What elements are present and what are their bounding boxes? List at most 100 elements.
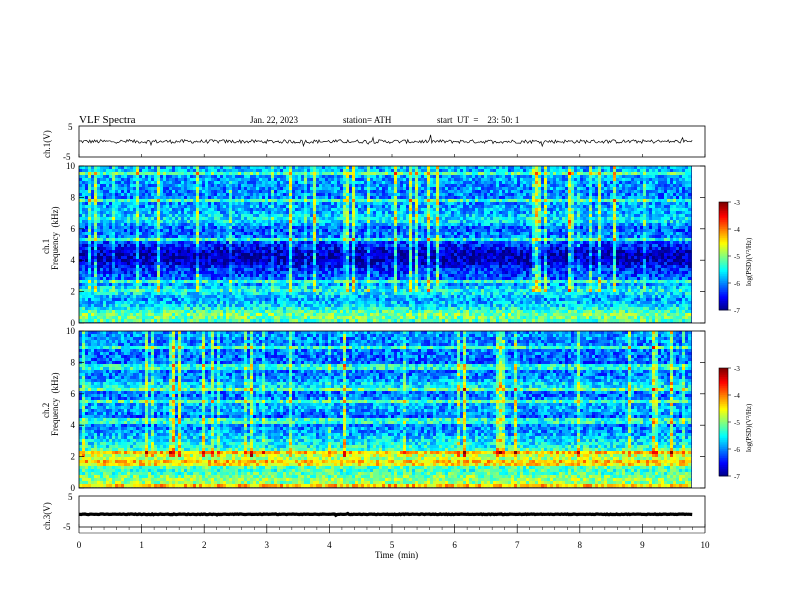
spectrogram-cell	[463, 196, 466, 199]
spectrogram-cell	[355, 226, 358, 229]
spectrogram-cell	[241, 223, 244, 226]
spectrogram-cell	[424, 199, 427, 202]
spectrogram-cell	[451, 166, 454, 169]
spectrogram-cell	[487, 199, 490, 202]
spectrogram-cell	[304, 217, 307, 220]
spectrogram-cell	[418, 199, 421, 202]
spectrogram-cell	[259, 220, 262, 223]
spectrogram-cell	[586, 208, 589, 211]
spectrogram-cell	[589, 226, 592, 229]
spectrogram-cell	[349, 193, 352, 196]
spectrogram-cell	[418, 196, 421, 199]
spectrogram-cell	[397, 232, 400, 235]
spectrogram-cell	[370, 193, 373, 196]
spectrogram-cell	[322, 208, 325, 211]
spectrogram-cell	[178, 235, 181, 238]
spectrogram-cell	[337, 169, 340, 172]
spectrogram-cell	[106, 226, 109, 229]
spectrogram-cell	[640, 178, 643, 181]
spectrogram-cell	[577, 178, 580, 181]
spectrogram-cell	[577, 229, 580, 232]
spectrogram-cell	[664, 202, 667, 205]
spectrogram-cell	[289, 166, 292, 169]
spectrogram-cell	[445, 223, 448, 226]
spectrogram-cell	[313, 229, 316, 232]
spectrogram-cell	[313, 169, 316, 172]
spectrogram-cell	[688, 235, 691, 238]
spectrogram-cell	[559, 220, 562, 223]
spectrogram-cell	[619, 187, 622, 190]
spectrogram-cell	[586, 223, 589, 226]
spectrogram-cell	[343, 199, 346, 202]
spectrogram-cell	[415, 223, 418, 226]
spectrogram-cell	[535, 166, 538, 169]
spectrogram-cell	[241, 235, 244, 238]
spectrogram-cell	[433, 208, 436, 211]
spectrogram-cell	[415, 181, 418, 184]
spectrogram-cell	[472, 202, 475, 205]
spectrogram-cell	[505, 229, 508, 232]
spectrogram-cell	[487, 226, 490, 229]
spectrogram-cell	[544, 172, 547, 175]
spectrogram-cell	[454, 223, 457, 226]
spectrogram-cell	[178, 214, 181, 217]
spectrogram-cell	[514, 187, 517, 190]
spectrogram-cell	[526, 184, 529, 187]
spectrogram-cell	[463, 220, 466, 223]
spectrogram-cell	[409, 184, 412, 187]
spectrogram-cell	[346, 235, 349, 238]
spectrogram-cell	[124, 217, 127, 220]
spectrogram-cell	[331, 187, 334, 190]
spectrogram-cell	[442, 205, 445, 208]
spectrogram-cell	[397, 172, 400, 175]
spectrogram-cell	[541, 220, 544, 223]
spectrogram-cell	[430, 187, 433, 190]
spectrogram-cell	[85, 202, 88, 205]
spectrogram-cell	[235, 187, 238, 190]
spectrogram-cell	[544, 214, 547, 217]
spectrogram-cell	[283, 235, 286, 238]
spectrogram-cell	[184, 217, 187, 220]
spectrogram-cell	[376, 208, 379, 211]
spectrogram-cell	[553, 229, 556, 232]
spectrogram-cell	[175, 172, 178, 175]
spectrogram-cell	[205, 232, 208, 235]
spectrogram-cell	[661, 193, 664, 196]
spectrogram-cell	[688, 220, 691, 223]
spectrogram-cell	[676, 232, 679, 235]
spectrogram-cell	[457, 178, 460, 181]
spectrogram-cell	[142, 205, 145, 208]
spectrogram-cell	[127, 214, 130, 217]
spectrogram-cell	[676, 205, 679, 208]
spectrogram-cell	[409, 214, 412, 217]
spectrogram-cell	[307, 217, 310, 220]
spectrogram-cell	[451, 205, 454, 208]
spectrogram-cell	[259, 205, 262, 208]
spectrogram-cell	[538, 166, 541, 169]
spectrogram-cell	[265, 238, 268, 241]
spectrogram-cell	[514, 184, 517, 187]
spectrogram-cell	[172, 169, 175, 172]
spectrogram-cell	[346, 223, 349, 226]
spectrogram-cell	[679, 181, 682, 184]
spectrogram-cell	[490, 190, 493, 193]
spectrogram-cell	[544, 178, 547, 181]
spectrogram-cell	[304, 199, 307, 202]
spectrogram-cell	[310, 211, 313, 214]
spectrogram-cell	[97, 190, 100, 193]
spectrogram-cell	[658, 190, 661, 193]
spectrogram-cell	[121, 193, 124, 196]
spectrogram-cell	[319, 178, 322, 181]
spectrogram-cell	[652, 190, 655, 193]
spectrogram-cell	[193, 235, 196, 238]
spectrogram-cell	[436, 235, 439, 238]
spectrogram-cell	[295, 220, 298, 223]
spectrogram-cell	[238, 205, 241, 208]
spectrogram-cell	[598, 172, 601, 175]
spectrogram-cell	[535, 169, 538, 172]
spectrogram-cell	[181, 199, 184, 202]
spectrogram-cell	[400, 226, 403, 229]
spectrogram-cell	[535, 181, 538, 184]
spectrogram-cell	[100, 205, 103, 208]
spectrogram-cell	[307, 166, 310, 169]
